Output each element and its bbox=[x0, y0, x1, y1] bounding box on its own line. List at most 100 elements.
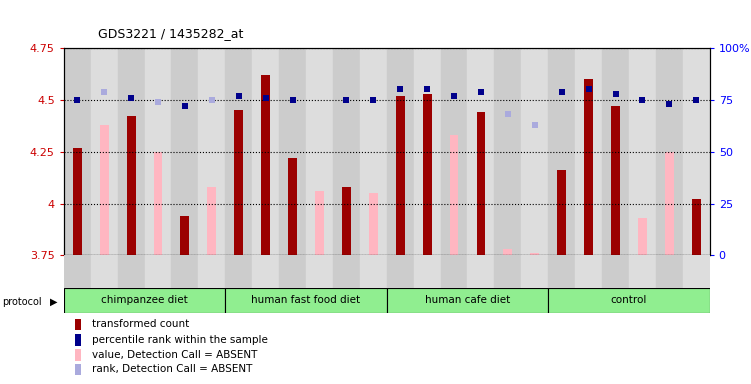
Point bbox=[287, 97, 299, 103]
Bar bbox=[225, 255, 252, 290]
Bar bbox=[342, 187, 351, 255]
Bar bbox=[467, 48, 494, 255]
Bar bbox=[602, 48, 629, 255]
Point bbox=[125, 95, 137, 101]
Bar bbox=[414, 48, 441, 255]
Bar bbox=[306, 48, 333, 255]
Bar bbox=[584, 79, 593, 255]
Text: rank, Detection Call = ABSENT: rank, Detection Call = ABSENT bbox=[92, 364, 252, 374]
Point bbox=[556, 88, 568, 94]
Point bbox=[260, 95, 272, 101]
Text: value, Detection Call = ABSENT: value, Detection Call = ABSENT bbox=[92, 350, 257, 360]
Bar bbox=[234, 110, 243, 255]
Bar bbox=[225, 288, 387, 313]
Bar bbox=[611, 106, 620, 255]
Point bbox=[233, 93, 245, 99]
Bar bbox=[575, 255, 602, 290]
Bar bbox=[315, 191, 324, 255]
Point bbox=[260, 95, 272, 101]
Bar bbox=[225, 48, 252, 255]
Bar bbox=[683, 48, 710, 255]
Bar bbox=[387, 288, 548, 313]
Bar bbox=[629, 48, 656, 255]
Bar bbox=[494, 255, 521, 290]
Bar bbox=[575, 48, 602, 255]
Bar bbox=[503, 249, 512, 255]
Text: percentile rank within the sample: percentile rank within the sample bbox=[92, 335, 267, 345]
Bar bbox=[91, 48, 118, 255]
Bar bbox=[261, 75, 270, 255]
Bar bbox=[198, 48, 225, 255]
Bar bbox=[306, 255, 333, 290]
Bar bbox=[477, 112, 485, 255]
Point bbox=[475, 88, 487, 94]
Bar bbox=[360, 255, 387, 290]
Bar bbox=[414, 255, 441, 290]
Bar bbox=[180, 216, 189, 255]
Point bbox=[367, 97, 379, 103]
Bar bbox=[423, 94, 432, 255]
Bar bbox=[144, 255, 171, 290]
Bar bbox=[64, 48, 91, 255]
Bar bbox=[396, 96, 405, 255]
Bar bbox=[360, 48, 387, 255]
Bar bbox=[656, 255, 683, 290]
Point bbox=[394, 86, 406, 93]
Bar bbox=[252, 48, 279, 255]
Bar bbox=[521, 255, 548, 290]
Bar bbox=[692, 199, 701, 255]
Bar bbox=[333, 48, 360, 255]
Text: human cafe diet: human cafe diet bbox=[425, 295, 510, 306]
Bar bbox=[450, 135, 458, 255]
Bar bbox=[118, 255, 144, 290]
Point bbox=[421, 86, 433, 93]
Bar bbox=[441, 255, 467, 290]
Point bbox=[340, 97, 352, 103]
Text: human fast food diet: human fast food diet bbox=[252, 295, 360, 306]
Text: GDS3221 / 1435282_at: GDS3221 / 1435282_at bbox=[98, 27, 243, 40]
Bar bbox=[548, 48, 575, 255]
Bar bbox=[387, 255, 414, 290]
Bar bbox=[144, 48, 171, 255]
Bar bbox=[64, 288, 225, 313]
Bar bbox=[530, 253, 539, 255]
Bar bbox=[288, 158, 297, 255]
Bar bbox=[548, 255, 575, 290]
Bar bbox=[629, 255, 656, 290]
Bar bbox=[557, 170, 566, 255]
Point bbox=[179, 103, 191, 109]
Point bbox=[152, 99, 164, 105]
Point bbox=[610, 91, 622, 97]
Bar bbox=[333, 255, 360, 290]
Bar bbox=[171, 255, 198, 290]
Point bbox=[502, 111, 514, 118]
Bar bbox=[665, 152, 674, 255]
Bar bbox=[467, 255, 494, 290]
Bar bbox=[683, 255, 710, 290]
Bar bbox=[602, 255, 629, 290]
Bar bbox=[118, 48, 144, 255]
Text: ▶: ▶ bbox=[50, 297, 58, 307]
Point bbox=[98, 88, 110, 94]
Text: chimpanzee diet: chimpanzee diet bbox=[101, 295, 188, 306]
Bar bbox=[207, 187, 216, 255]
Bar bbox=[494, 48, 521, 255]
Bar bbox=[369, 193, 378, 255]
Bar bbox=[656, 48, 683, 255]
Bar bbox=[171, 48, 198, 255]
Text: transformed count: transformed count bbox=[92, 319, 189, 329]
Point bbox=[71, 97, 83, 103]
Bar bbox=[252, 255, 279, 290]
Point bbox=[583, 86, 595, 93]
Bar bbox=[100, 125, 109, 255]
Bar bbox=[127, 116, 135, 255]
Point bbox=[663, 101, 675, 107]
Bar bbox=[279, 48, 306, 255]
Bar bbox=[387, 48, 414, 255]
Point bbox=[690, 97, 702, 103]
Point bbox=[206, 97, 218, 103]
Point bbox=[636, 97, 648, 103]
Bar bbox=[154, 152, 162, 255]
Text: protocol: protocol bbox=[2, 297, 42, 307]
Bar bbox=[521, 48, 548, 255]
